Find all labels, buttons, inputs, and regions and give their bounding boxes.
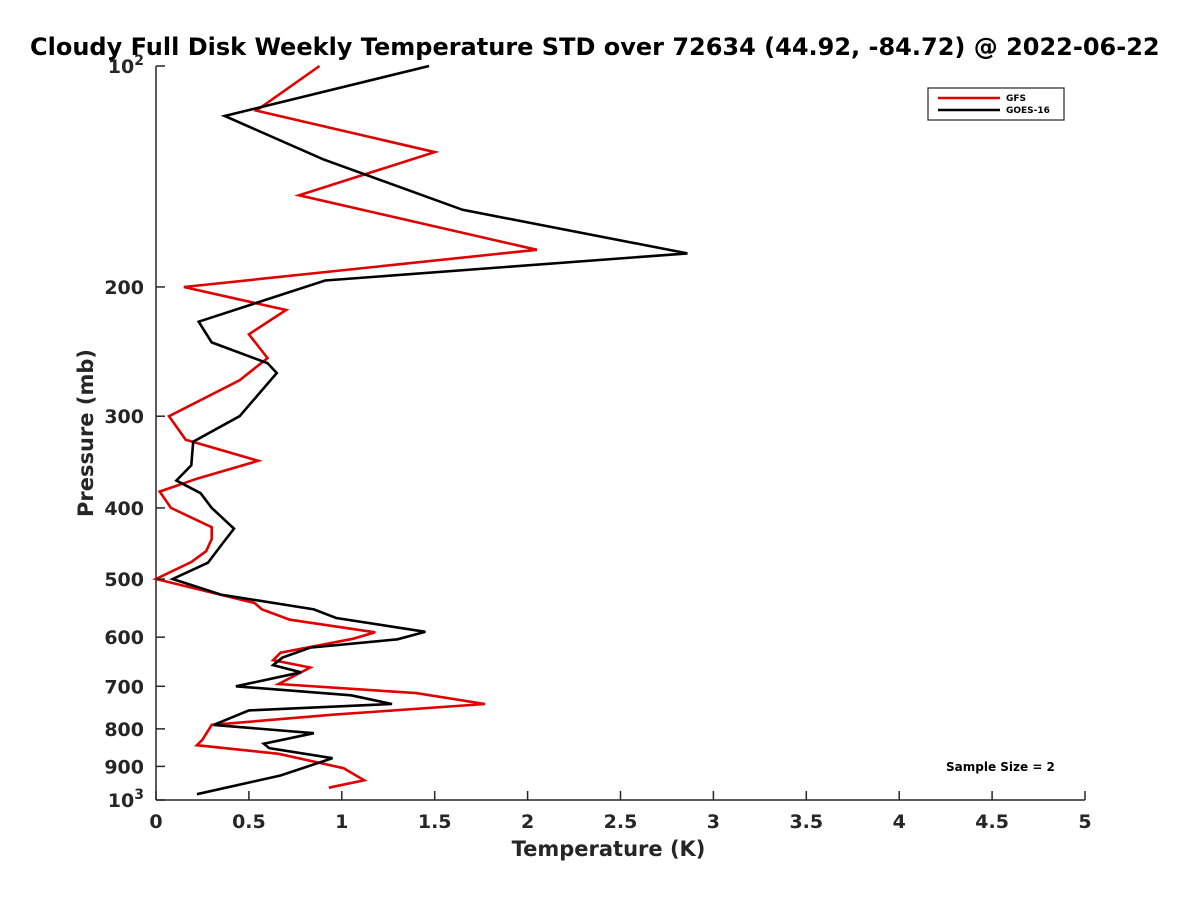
- chart-title: Cloudy Full Disk Weekly Temperature STD …: [30, 33, 1160, 61]
- x-tick-label: 4.5: [975, 811, 1009, 833]
- x-tick-label: 3: [707, 811, 720, 833]
- y-axis-label: Pressure (mb): [74, 349, 98, 517]
- x-tick-label: 1.5: [418, 811, 452, 833]
- x-tick-label: 2.5: [604, 811, 638, 833]
- series-line-0: [152, 64, 538, 789]
- series-line-1: [169, 64, 688, 796]
- y-tick-label: 300: [104, 406, 144, 428]
- y-tick-label: 200: [104, 277, 144, 299]
- legend: GFS GOES-16: [927, 87, 1065, 121]
- sample-size-annotation: Sample Size = 2: [946, 760, 1055, 774]
- legend-box: [927, 87, 1065, 121]
- y-tick-label: 600: [104, 627, 144, 649]
- x-tick-label: 2: [521, 811, 534, 833]
- legend-label-goes16: GOES-16: [1006, 106, 1050, 116]
- x-tick-label: 4: [893, 811, 906, 833]
- y-tick-label: 700: [104, 676, 144, 698]
- y-tick-label: 500: [104, 569, 144, 591]
- x-axis-label: Temperature (K): [512, 837, 706, 861]
- ticks-layer: 0 0.5 1 1.5 2 2.5 3 3.5 4 4.5 5 102 200 300 400 500 600 7…: [104, 53, 1091, 833]
- y-tick-label: 800: [104, 719, 144, 741]
- x-tick-label: 0.5: [232, 811, 266, 833]
- y-tick-label: 400: [104, 498, 144, 520]
- x-tick-label: 5: [1078, 811, 1091, 833]
- legend-label-gfs: GFS: [1006, 94, 1026, 104]
- series-layer: [152, 64, 688, 796]
- x-tick-label: 3.5: [789, 811, 823, 833]
- x-tick-label: 1: [335, 811, 348, 833]
- y-tick-label: 103: [108, 787, 144, 812]
- y-tick-label: 900: [104, 756, 144, 778]
- x-tick-label: 0: [149, 811, 162, 833]
- y-tick-label: 102: [108, 53, 144, 78]
